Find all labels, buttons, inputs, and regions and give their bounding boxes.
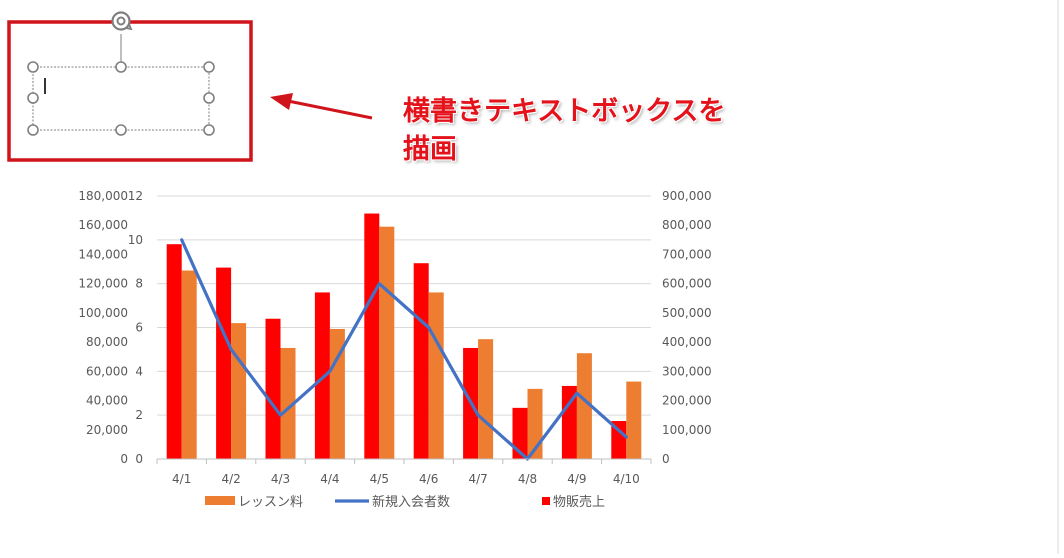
bar-goods-sales — [561, 385, 577, 459]
bar-lesson-fee — [478, 339, 494, 459]
right-axis-tick-label: 400,000 — [662, 335, 712, 349]
resize-handle-top-right[interactable] — [203, 61, 215, 73]
chart-bars — [166, 213, 642, 459]
bar-goods-sales — [413, 263, 429, 459]
bar-goods-sales — [314, 292, 330, 459]
x-axis-tick-label: 4/1 — [172, 472, 191, 486]
x-axis-tick-label: 4/6 — [419, 472, 438, 486]
resize-handle-left[interactable] — [27, 92, 39, 104]
right-axis-tick-label: 100,000 — [662, 423, 712, 437]
right-axis-tick-label: 600,000 — [662, 277, 712, 291]
legend-swatch-bar — [205, 496, 235, 505]
right-axis-tick-label: 500,000 — [662, 306, 712, 320]
right-axis-tick-label: 300,000 — [662, 364, 712, 378]
bar-lesson-fee — [181, 270, 197, 459]
left-axis-tick-label: 140,000 — [78, 247, 128, 261]
left-axis-tick-label: 40,000 — [86, 394, 128, 408]
legend-label: 物販売上 — [553, 494, 605, 510]
bar-goods-sales — [265, 318, 281, 459]
inner-axis-tick-label: 8 — [135, 277, 143, 291]
left-axis-tick-label: 120,000 — [78, 277, 128, 291]
text-box-border[interactable] — [32, 66, 210, 131]
bar-lesson-fee — [231, 323, 247, 459]
resize-handle-right[interactable] — [203, 92, 215, 104]
inner-axis-tick-label: 4 — [135, 364, 143, 378]
right-axis-tick-label: 900,000 — [662, 189, 712, 203]
bar-lesson-fee — [379, 226, 395, 459]
bar-lesson-fee — [576, 353, 592, 459]
resize-handle-bottom[interactable] — [115, 124, 127, 136]
bar-goods-sales — [216, 267, 232, 459]
annotation-line-1: 横書きテキストボックスを — [403, 96, 726, 127]
left-axis-tick-label: 0 — [120, 452, 128, 466]
chart-line — [180, 238, 628, 461]
bar-lesson-fee — [428, 292, 444, 459]
resize-handle-top[interactable] — [115, 61, 127, 73]
resize-handle-bottom-left[interactable] — [27, 124, 39, 136]
left-axis-tick-label: 80,000 — [86, 335, 128, 349]
bar-goods-sales — [611, 421, 627, 459]
legend-label: レッスン料 — [238, 495, 303, 510]
left-axis-tick-label: 160,000 — [78, 218, 128, 232]
annotation-arrow-icon — [270, 93, 373, 120]
x-axis-tick-label: 4/7 — [468, 472, 487, 486]
x-axis-tick-label: 4/2 — [221, 472, 240, 486]
bar-goods-sales — [364, 213, 380, 459]
legend-swatch-square — [542, 497, 550, 505]
right-axis-tick-label: 0 — [662, 452, 670, 466]
right-axis-tick-label: 200,000 — [662, 394, 712, 408]
inner-axis-tick-label: 0 — [135, 452, 143, 466]
x-axis-tick-label: 4/4 — [320, 472, 339, 486]
annotation-callout: 横書きテキストボックスを 描画 — [403, 93, 725, 169]
annotation-line-2: 描画 — [403, 134, 457, 165]
left-axis-tick-label: 20,000 — [86, 423, 128, 437]
x-axis-tick-label: 4/3 — [271, 472, 290, 486]
left-axis-tick-label: 180,000 — [78, 189, 128, 203]
text-box[interactable] — [27, 11, 215, 136]
bar-goods-sales — [512, 407, 528, 459]
line-new-members — [180, 238, 628, 461]
left-axis-tick-label: 100,000 — [78, 306, 128, 320]
resize-handle-bottom-right[interactable] — [203, 124, 215, 136]
rotate-handle-icon[interactable] — [111, 11, 133, 31]
inner-axis-tick-label: 10 — [128, 233, 143, 247]
x-axis-tick-label: 4/5 — [370, 472, 389, 486]
chart-legend: レッスン料 新規入会者数 物販売上 — [205, 494, 605, 510]
resize-handle-top-left[interactable] — [27, 61, 39, 73]
bar-goods-sales — [166, 244, 182, 459]
x-axis-tick-label: 4/9 — [567, 472, 586, 486]
inner-axis-tick-label: 12 — [128, 189, 143, 203]
right-axis-tick-label: 700,000 — [662, 247, 712, 261]
inner-axis-tick-label: 6 — [135, 321, 143, 335]
bar-lesson-fee — [626, 381, 642, 459]
chart-axes: 0 20,000 40,000 60,000 80,000 100,000 120,000 1… — [78, 189, 711, 486]
x-axis-tick-label: 4/8 — [518, 472, 537, 486]
right-axis-tick-label: 800,000 — [662, 218, 712, 232]
bar-lesson-fee — [280, 347, 296, 459]
legend-label: 新規入会者数 — [372, 494, 450, 510]
inner-axis-tick-label: 2 — [135, 408, 143, 422]
x-axis-tick-label: 4/10 — [613, 472, 640, 486]
left-axis-tick-label: 60,000 — [86, 364, 128, 378]
